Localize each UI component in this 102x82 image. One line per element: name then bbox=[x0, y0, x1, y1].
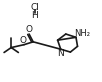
Text: O: O bbox=[25, 25, 32, 34]
Text: O: O bbox=[20, 36, 27, 45]
Text: H: H bbox=[31, 11, 38, 20]
Text: Cl: Cl bbox=[30, 3, 39, 12]
Text: N: N bbox=[57, 49, 64, 58]
Text: NH₂: NH₂ bbox=[74, 29, 90, 38]
